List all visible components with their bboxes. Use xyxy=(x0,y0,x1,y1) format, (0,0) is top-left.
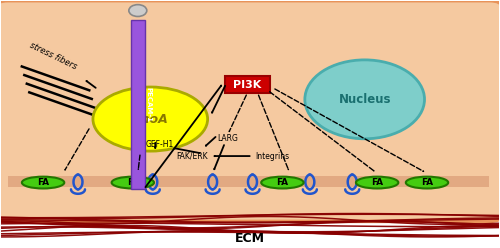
Ellipse shape xyxy=(356,177,399,188)
Ellipse shape xyxy=(305,60,424,139)
Text: FA: FA xyxy=(127,178,139,187)
Text: GEF-H1: GEF-H1 xyxy=(146,140,174,150)
Text: PECAM-1: PECAM-1 xyxy=(146,87,152,122)
Text: stress fibers: stress fibers xyxy=(28,41,78,71)
Ellipse shape xyxy=(93,87,208,151)
FancyBboxPatch shape xyxy=(0,1,500,221)
FancyBboxPatch shape xyxy=(131,20,145,189)
Ellipse shape xyxy=(406,177,448,188)
Text: PI3K: PI3K xyxy=(234,80,262,90)
Text: Integrins: Integrins xyxy=(255,152,289,160)
Text: FA: FA xyxy=(421,178,433,187)
Text: LARG: LARG xyxy=(217,134,238,143)
Ellipse shape xyxy=(129,5,147,16)
Text: ECM: ECM xyxy=(235,232,265,245)
Text: RhoA: RhoA xyxy=(132,113,168,125)
Bar xyxy=(8,176,490,187)
Text: Nucleus: Nucleus xyxy=(338,93,391,106)
Text: FAK/ERK: FAK/ERK xyxy=(176,152,208,160)
Ellipse shape xyxy=(112,177,154,188)
FancyBboxPatch shape xyxy=(225,76,270,93)
Ellipse shape xyxy=(22,177,64,188)
Text: FA: FA xyxy=(37,178,49,187)
Text: FA: FA xyxy=(371,178,383,187)
Text: FA: FA xyxy=(276,178,288,187)
Ellipse shape xyxy=(261,177,304,188)
